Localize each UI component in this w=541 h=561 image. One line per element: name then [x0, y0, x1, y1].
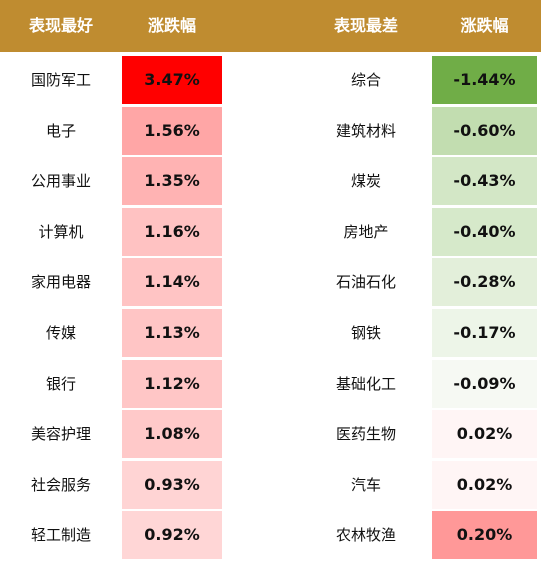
worst-sector-change: 0.02% [432, 410, 537, 459]
best-sector-change: 1.08% [122, 410, 222, 459]
header-best: 表现最好 [28, 16, 93, 35]
worst-sector-change: 0.20% [432, 511, 537, 560]
best-sector-name: 银行 [45, 374, 76, 393]
worst-sector-name: 房地产 [343, 222, 389, 241]
worst-sector-name: 石油石化 [335, 273, 396, 292]
worst-sector-name: 农林牧渔 [335, 526, 396, 545]
best-sector-name: 国防军工 [30, 71, 91, 89]
worst-sector-name: 煤炭 [350, 172, 381, 191]
best-sector-name: 社会服务 [30, 475, 91, 494]
worst-sector-change: -1.44% [432, 56, 537, 104]
worst-sector-change: -0.28% [432, 258, 537, 307]
best-sector-name: 公用事业 [30, 172, 91, 191]
worst-sector-name: 汽车 [350, 475, 381, 494]
worst-sector-change: -0.60% [432, 106, 537, 155]
best-sector-name: 家用电器 [30, 273, 91, 292]
best-sector-name: 美容护理 [30, 425, 91, 444]
header-worst-change: 涨跌幅 [460, 16, 509, 35]
worst-sector-change: -0.09% [432, 359, 537, 408]
best-sector-name: 电子 [45, 121, 76, 140]
best-sector-change: 1.35% [122, 157, 222, 206]
worst-sector-change: -0.17% [432, 309, 537, 357]
worst-sector-change: -0.40% [432, 207, 537, 256]
best-sector-name: 传媒 [45, 324, 76, 342]
best-sector-change: 1.56% [122, 106, 222, 155]
header-worst: 表现最差 [333, 16, 398, 35]
best-sector-name: 轻工制造 [30, 526, 91, 545]
best-sector-change: 1.13% [122, 309, 222, 357]
header-best-change: 涨跌幅 [147, 16, 196, 35]
best-sector-name: 计算机 [38, 222, 84, 241]
best-sector-change: 1.14% [122, 258, 222, 307]
best-sector-change: 0.93% [122, 460, 222, 509]
worst-sector-name: 综合 [350, 71, 381, 89]
worst-sector-change: 0.02% [432, 460, 537, 509]
best-sector-change: 1.16% [122, 207, 222, 256]
best-sector-change: 1.12% [122, 359, 222, 408]
worst-sector-name: 钢铁 [350, 324, 381, 342]
best-sector-change: 0.92% [122, 511, 222, 560]
worst-sector-name: 基础化工 [335, 374, 396, 393]
worst-sector-change: -0.43% [432, 157, 537, 206]
worst-sector-name: 建筑材料 [335, 121, 396, 140]
worst-sector-name: 医药生物 [335, 425, 396, 444]
best-sector-change: 3.47% [122, 56, 222, 104]
table-header: 表现最好 涨跌幅 表现最差 涨跌幅 [0, 0, 541, 52]
